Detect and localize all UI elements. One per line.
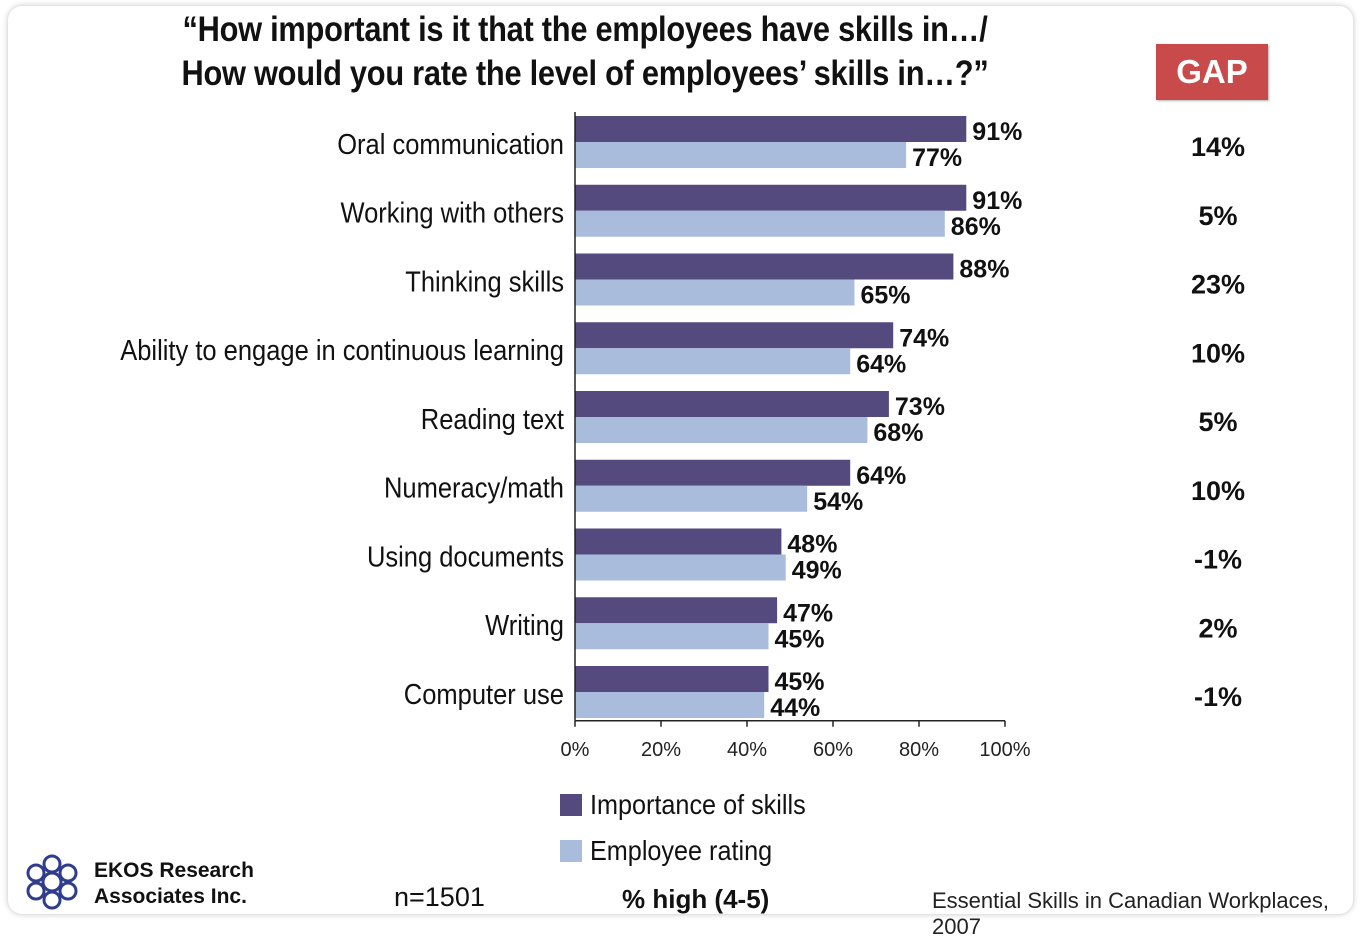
bar-importance-oral-communication <box>575 116 967 142</box>
sample-size: n=1501 <box>394 882 485 912</box>
data-label-importance-numeracy-math: 64% <box>856 462 906 490</box>
data-label-rating-oral-communication: 77% <box>912 144 962 172</box>
category-label-working-with-others: Working with others <box>341 196 564 229</box>
gap-value-computer-use: -1% <box>1194 682 1242 712</box>
legend-item-importance: Importance of skills <box>560 782 830 828</box>
data-label-rating-thinking-skills: 65% <box>861 282 911 310</box>
data-label-importance-working-with-others: 91% <box>972 187 1022 215</box>
bar-rating-working-with-others <box>575 210 945 237</box>
data-label-rating-using-documents: 49% <box>792 557 842 585</box>
category-label-numeracy-math: Numeracy/math <box>384 471 564 504</box>
data-label-rating-writing: 45% <box>775 625 825 653</box>
data-label-rating-numeracy-math: 54% <box>813 488 863 516</box>
legend-label-importance: Importance of skills <box>590 789 806 820</box>
x-tick-label: 100% <box>979 739 1030 761</box>
legend: Importance of skills Employee rating <box>560 782 830 874</box>
category-label-using-documents: Using documents <box>367 540 564 573</box>
gap-value-writing: 2% <box>1198 613 1237 643</box>
data-label-importance-computer-use: 45% <box>775 668 825 696</box>
organization-name-line2: Associates Inc. <box>94 885 247 908</box>
category-label-writing: Writing <box>485 609 564 642</box>
data-label-rating-computer-use: 44% <box>770 694 820 722</box>
bar-importance-working-with-others <box>575 184 967 211</box>
category-label-thinking-skills: Thinking skills <box>405 265 564 298</box>
legend-swatch-importance <box>560 794 582 816</box>
data-label-importance-writing: 47% <box>783 599 833 627</box>
gap-value-ability-to-engage-in-continuous-learning: 10% <box>1191 338 1245 368</box>
data-label-importance-thinking-skills: 88% <box>959 256 1009 284</box>
legend-swatch-rating <box>560 840 582 862</box>
category-label-computer-use: Computer use <box>404 677 564 710</box>
measure-note: % high (4-5) <box>622 884 770 914</box>
legend-label-rating: Employee rating <box>590 835 773 866</box>
gap-value-thinking-skills: 23% <box>1191 270 1245 300</box>
bar-importance-numeracy-math <box>575 459 851 486</box>
data-label-rating-working-with-others: 86% <box>951 213 1001 241</box>
category-label-reading-text: Reading text <box>421 402 565 435</box>
gap-value-working-with-others: 5% <box>1198 201 1237 231</box>
data-label-rating-ability-to-engage-in-continuous-learning: 64% <box>856 350 906 378</box>
bar-rating-writing <box>575 623 769 650</box>
bar-rating-ability-to-engage-in-continuous-learning <box>575 348 851 375</box>
x-tick-label: 80% <box>899 739 939 761</box>
organization-name-line1: EKOS Research <box>94 859 254 882</box>
data-label-rating-reading-text: 68% <box>873 419 923 447</box>
bar-importance-computer-use <box>575 666 769 692</box>
data-label-importance-ability-to-engage-in-continuous-learning: 74% <box>899 324 949 352</box>
bar-rating-numeracy-math <box>575 485 808 512</box>
source-citation: Essential Skills in Canadian Workplaces,… <box>932 888 1329 939</box>
bar-rating-reading-text <box>575 417 868 443</box>
data-label-importance-oral-communication: 91% <box>972 118 1022 146</box>
bar-rating-computer-use <box>575 692 765 718</box>
bar-importance-ability-to-engage-in-continuous-learning <box>575 322 894 349</box>
legend-item-rating: Employee rating <box>560 828 830 874</box>
gap-value-numeracy-math: 10% <box>1191 476 1245 506</box>
bar-rating-oral-communication <box>575 142 907 168</box>
bar-importance-thinking-skills <box>575 253 954 280</box>
data-label-importance-reading-text: 73% <box>895 393 945 421</box>
bar-chart: Oral communication 91% 77% 14% Working with … <box>120 112 1245 761</box>
bar-rating-using-documents <box>575 554 786 581</box>
gap-value-using-documents: -1% <box>1194 545 1242 575</box>
x-tick-label: 40% <box>727 739 767 761</box>
gap-header: GAP <box>1156 44 1268 100</box>
x-tick-label: 20% <box>641 739 681 761</box>
gap-value-reading-text: 5% <box>1198 407 1237 437</box>
gap-value-oral-communication: 14% <box>1191 132 1245 162</box>
chart-title: “How important is it that the employees … <box>0 8 1170 96</box>
category-label-ability-to-engage-in-continuous-learning: Ability to engage in continuous learning <box>120 334 564 367</box>
x-tick-label: 60% <box>813 739 853 761</box>
chart-title-line1: “How important is it that the employees … <box>182 10 988 49</box>
chart-title-line2: How would you rate the level of employee… <box>181 54 989 93</box>
x-tick-label: 0% <box>561 739 590 761</box>
data-label-importance-using-documents: 48% <box>787 531 837 559</box>
bar-importance-using-documents <box>575 528 782 555</box>
organization-name: EKOS Research Associates Inc. <box>94 858 254 910</box>
bar-importance-writing <box>575 597 778 624</box>
ekos-logo-icon <box>26 854 78 910</box>
bar-importance-reading-text <box>575 391 889 417</box>
category-label-oral-communication: Oral communication <box>337 127 564 160</box>
bar-rating-thinking-skills <box>575 279 855 306</box>
